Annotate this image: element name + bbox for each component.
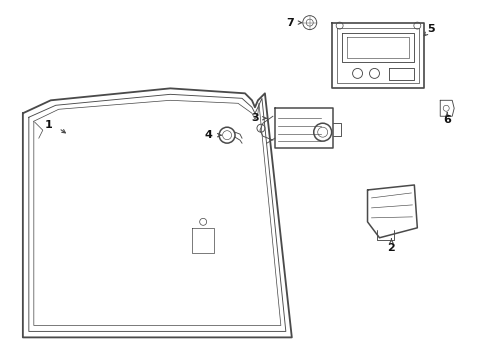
Text: 1: 1 xyxy=(45,120,52,130)
Text: 5: 5 xyxy=(427,24,435,33)
Text: 2: 2 xyxy=(388,243,395,253)
Text: 6: 6 xyxy=(443,115,451,125)
Text: 3: 3 xyxy=(251,113,259,123)
Text: 7: 7 xyxy=(286,18,294,28)
Text: 4: 4 xyxy=(204,130,212,140)
